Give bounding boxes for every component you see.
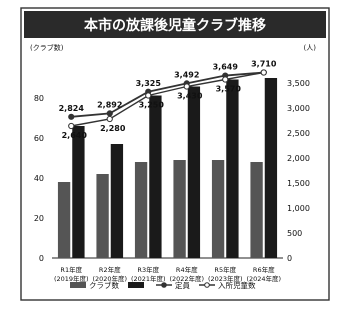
bar-children [72,126,85,258]
right-tick-label: 500 [287,229,302,238]
left-tick-label: 0 [39,254,44,263]
left-tick-label: 20 [34,214,44,223]
data-label-capacity: 2,892 [97,100,122,109]
lines [68,69,267,130]
legend: クラブ数 定員 入所児童数 [70,280,256,290]
bar-children [149,95,162,258]
right-axis: 0 500 1,000 1,500 2,000 2,500 3,000 3,500 [287,79,310,263]
data-label-capacity: 2,824 [59,104,85,113]
legend-marker [204,282,210,288]
point-enrolled [222,76,229,83]
data-label-capacity: 3,325 [136,79,162,88]
legend-marker [161,282,167,288]
bar-children [226,79,239,258]
x-tick-label: R3年度(2021年度) [131,265,166,283]
line-capacity [71,71,264,118]
left-tick-label: 80 [34,94,44,103]
data-label-enrolled: 2,640 [62,131,88,140]
legend-label: 定員 [175,280,190,290]
data-label-capacity: 3,492 [174,70,199,79]
bar-children [110,144,124,258]
point-capacity [106,110,113,117]
x-tick-label: R6年度(2024年度) [246,265,281,283]
point-enrolled [68,122,75,130]
data-label-enrolled: 3,430 [177,92,203,101]
left-tick-label: 40 [34,174,44,183]
legend-swatch-children [128,282,144,288]
x-tick-label: R4年度(2022年度) [169,265,204,283]
left-tick-label: 60 [34,134,44,143]
bar-clubs [134,162,148,258]
left-axis: 0 20 40 60 80 [34,94,44,263]
bar-clubs [173,160,186,258]
value-labels: 2,824 2,640 2,892 2,280 3,325 3,250 3,492 3,430… [59,60,277,141]
data-label-enrolled: 2,280 [100,124,126,133]
bar-clubs [57,182,71,258]
bar-clubs [211,160,225,258]
legend-label: 入所児童数 [218,280,256,290]
line-enrolled [71,71,264,127]
legend-swatch-clubs [70,282,86,288]
x-tick-label: R5年度(2023年度) [208,265,243,283]
bar-clubs [96,174,109,258]
bars [52,78,283,259]
left-axis-label: (クラブ数) [30,43,64,52]
right-tick-label: 3,500 [287,79,310,88]
right-tick-label: 3,000 [287,104,310,113]
point-enrolled [260,69,267,76]
x-axis: R1年度(2019年度)R2年度(2020年度)R3年度(2021年度)R4年度… [54,265,281,283]
point-capacity [68,113,75,120]
point-enrolled [106,115,113,123]
title-band [24,11,326,38]
right-tick-label: 0 [287,254,292,263]
right-tick-label: 2,000 [287,154,310,163]
data-label-enrolled: 3,250 [139,101,165,110]
chart-title: 本市の放課後児童クラブ推移 [84,17,266,34]
bar-children [264,78,278,258]
point-enrolled [183,83,190,90]
right-axis-label: (人) [304,44,317,52]
bar-children [187,86,201,258]
x-tick-label: R2年度(2020年度) [92,265,127,283]
x-tick-label: R1年度(2019年度) [54,265,89,283]
bar-clubs [250,162,263,258]
right-tick-label: 1,500 [287,179,310,188]
right-tick-label: 1,000 [287,204,310,213]
data-label-enrolled: 3,570 [216,85,242,94]
data-label-capacity: 3,710 [251,60,277,69]
right-tick-label: 2,500 [287,129,310,138]
data-label-capacity: 3,649 [213,63,239,72]
legend-label: クラブ数 [89,280,119,290]
point-enrolled [145,92,152,99]
